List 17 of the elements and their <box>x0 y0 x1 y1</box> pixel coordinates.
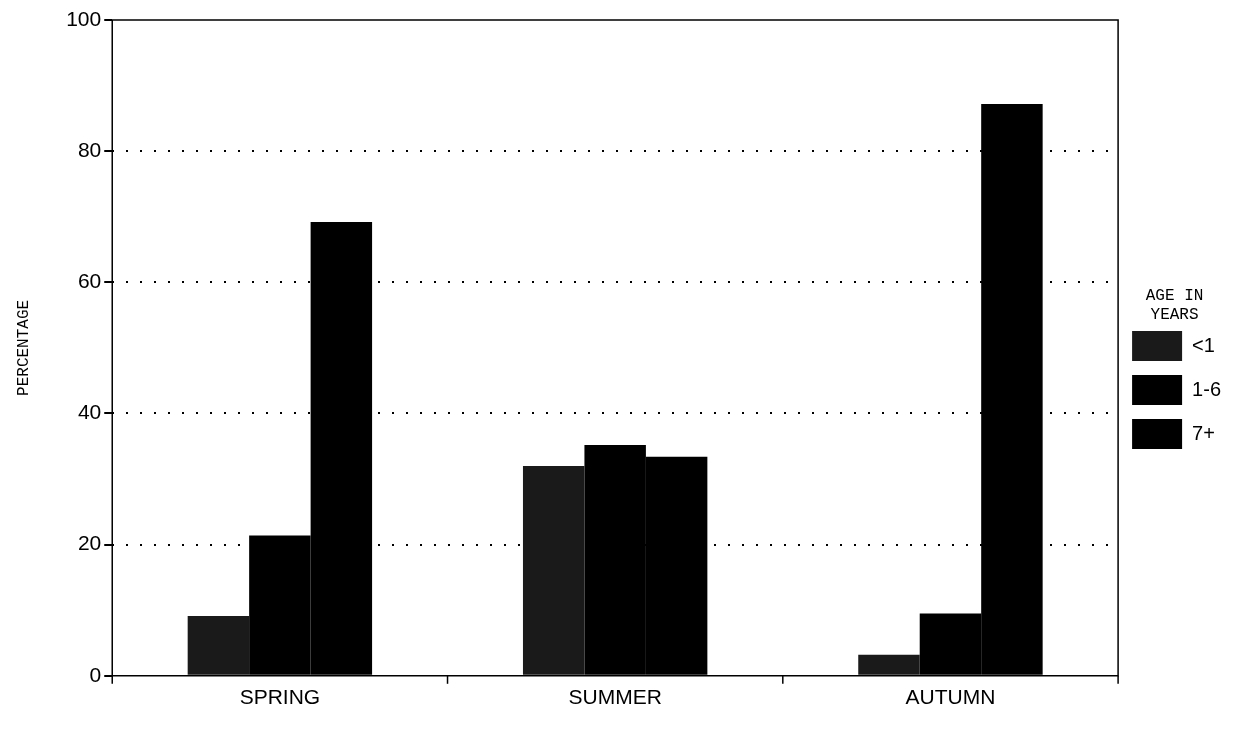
legend-label: 7+ <box>1192 421 1215 444</box>
y-tick-label: 60 <box>77 269 102 293</box>
x-tick-label: AUTUMN <box>905 685 996 709</box>
y-axis-title: PERCENTAGE <box>14 299 33 396</box>
x-tick-label: SPRING <box>239 685 321 709</box>
y-tick-label: 40 <box>77 400 102 424</box>
y-tick-label: 20 <box>77 531 102 555</box>
y-tick-label: 100 <box>66 6 102 30</box>
legend-title: AGE IN YEARS <box>1145 287 1204 325</box>
legend-label: <1 <box>1192 333 1215 356</box>
y-tick-label: 80 <box>77 137 102 161</box>
bar <box>858 654 920 675</box>
bar <box>522 465 585 675</box>
legend-label: 1-6 <box>1192 377 1221 400</box>
y-tick-label: 0 <box>89 662 102 686</box>
x-tick-label: SUMMER <box>568 685 662 709</box>
bar <box>187 616 250 675</box>
